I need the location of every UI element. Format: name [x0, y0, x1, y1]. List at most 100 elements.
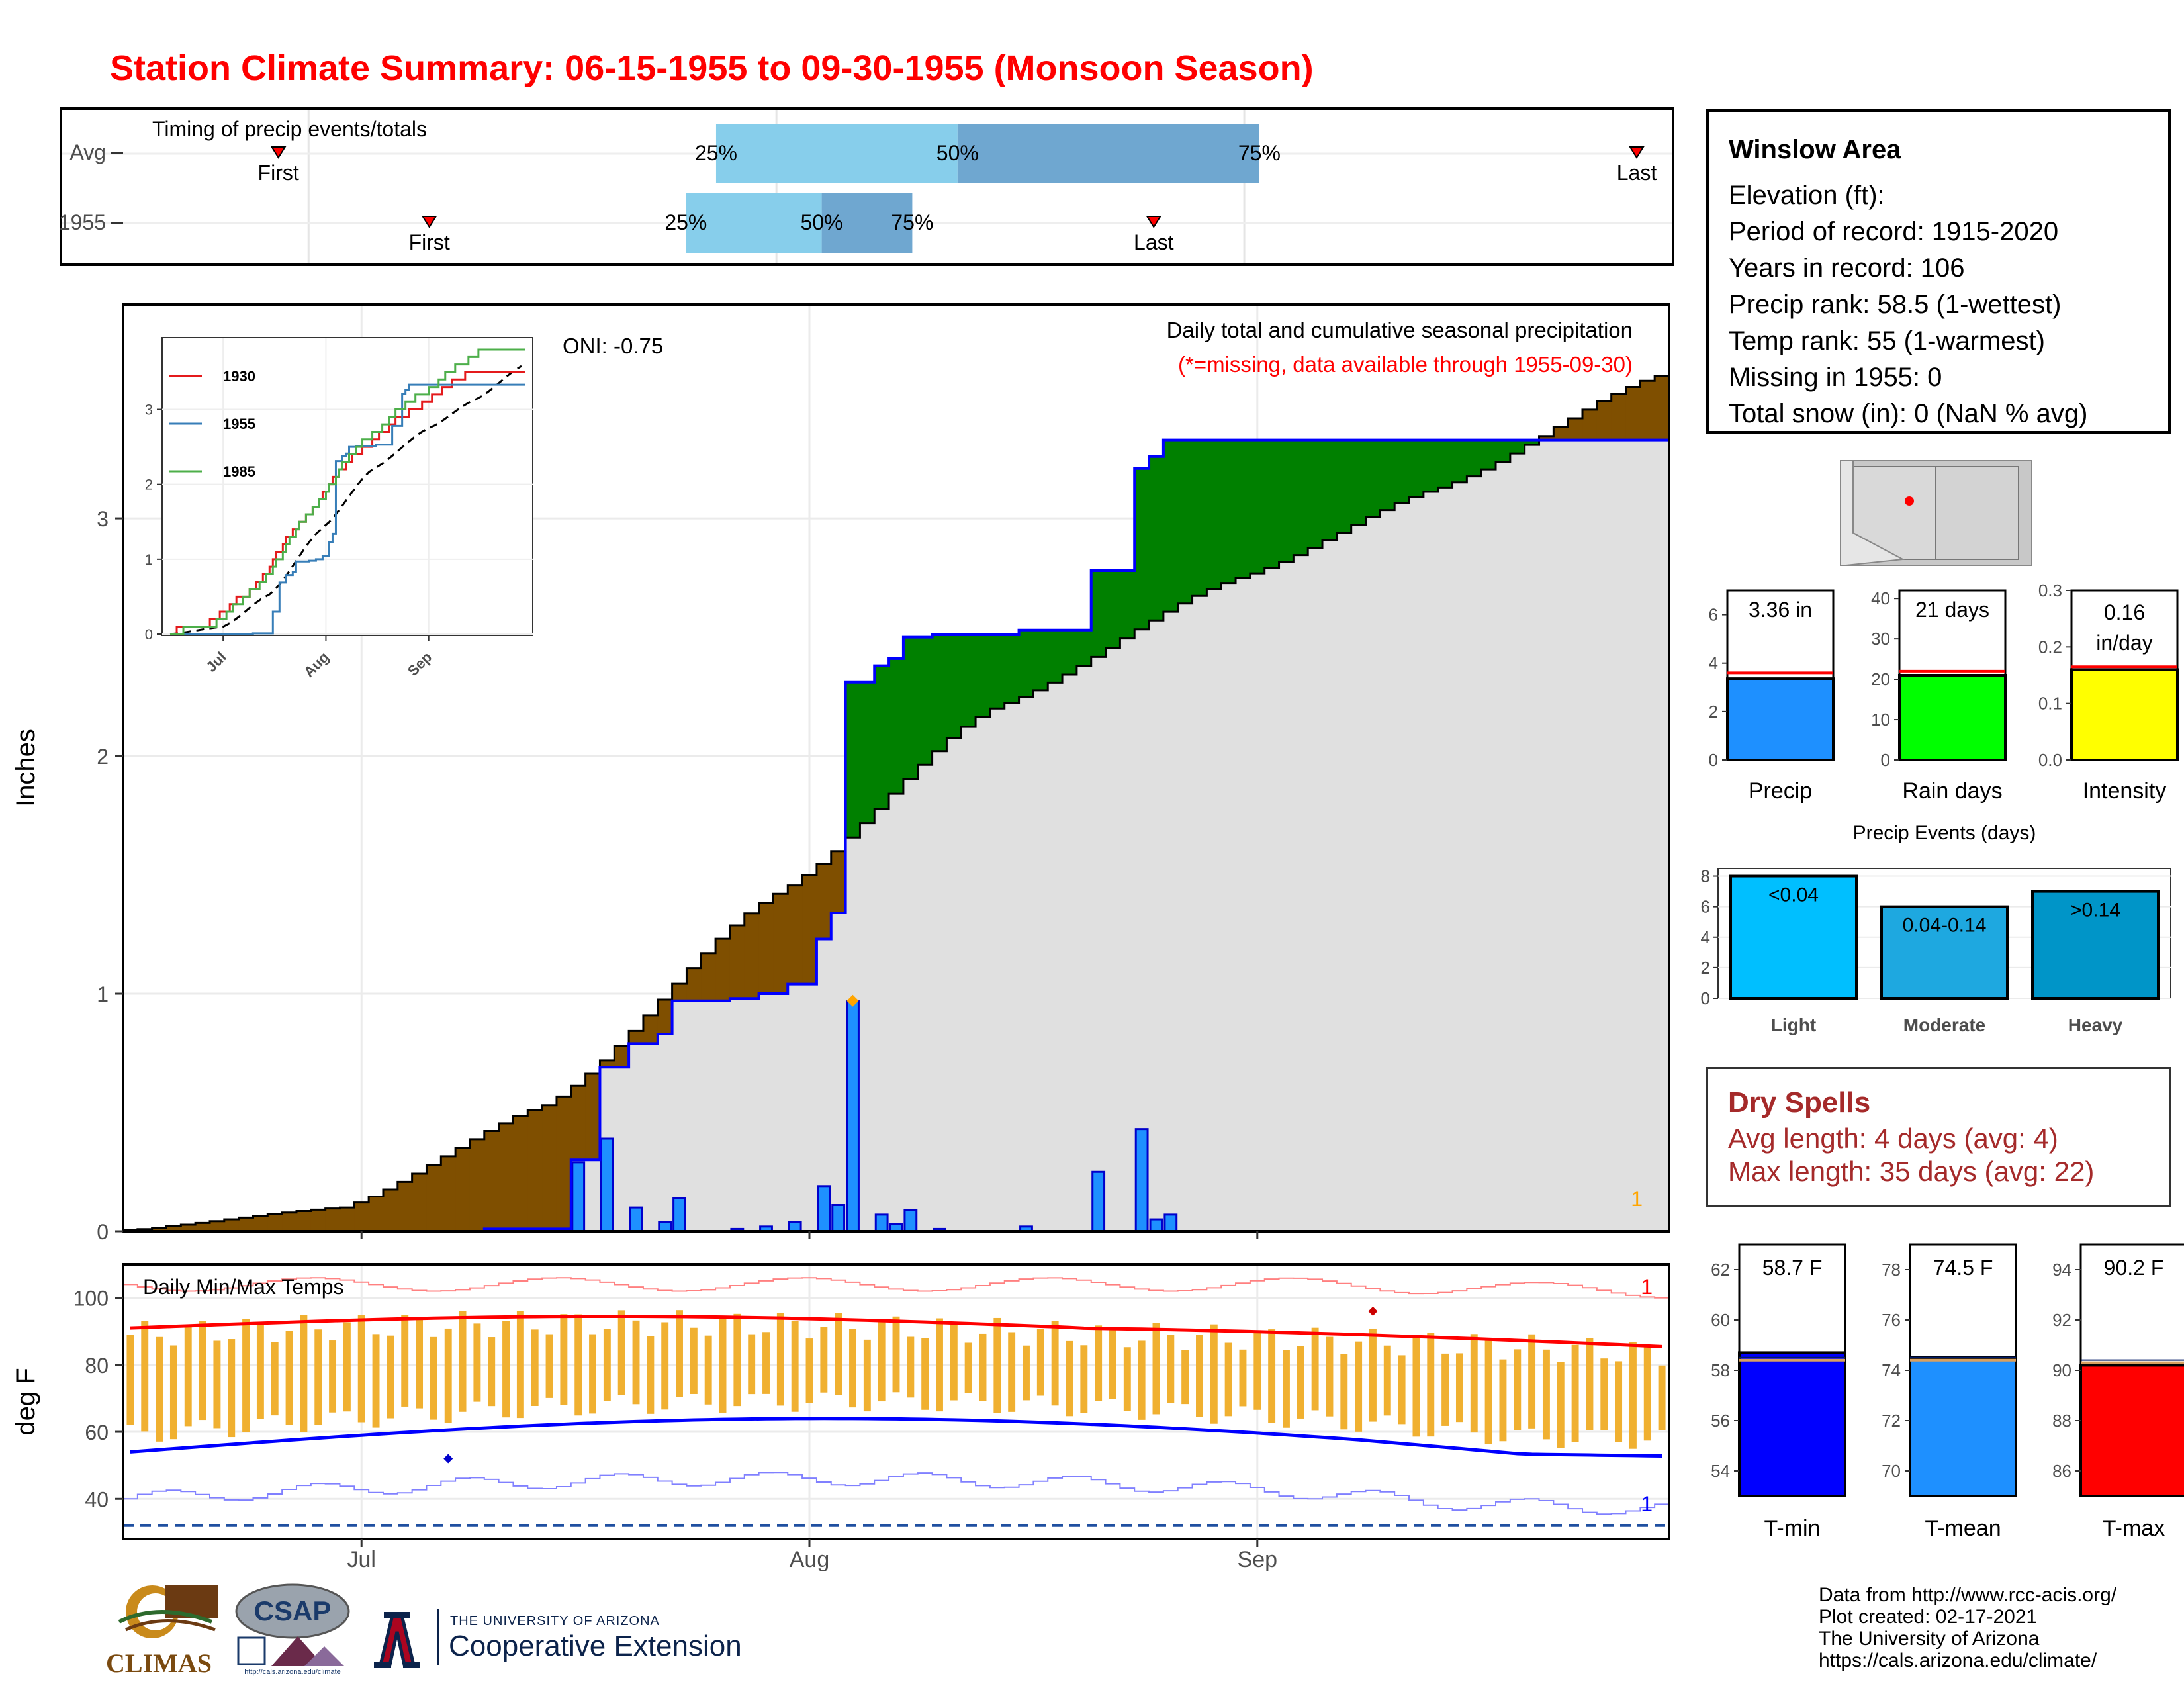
bar-y-tick-label-2-3: 0.3 [2038, 583, 2062, 600]
bar-value-1 [1898, 674, 2007, 761]
bar-y-tick-label-2-1: 88 [2052, 1411, 2071, 1430]
deficit-area-day-40 [701, 953, 716, 1001]
temp-panel: 40 60 80 100 Daily Min/Max Temps 1 1 deg F [0, 1258, 1674, 1602]
bar-value-0 [1738, 1351, 1846, 1497]
season-bars: 0 2 4 6 3.36 in Precip 0 10 20 30 40 21 days Rain da… [1681, 581, 2184, 808]
main-y-tick-label-2: 2 [97, 745, 109, 769]
locator-map [1839, 459, 2032, 567]
temp-daily-bar-5 [199, 1321, 206, 1421]
surplus-area-day-73 [1177, 440, 1193, 604]
temp-daily-bar-31 [574, 1314, 582, 1416]
precip-chart: 0 1 2 3 Inches Daily total and cumulative sea… [11, 303, 1670, 1244]
deficit-area-day-15 [340, 1207, 355, 1231]
deficit-area-day-22 [441, 1156, 456, 1231]
deficit-area-day-102 [1596, 401, 1612, 440]
surplus-area-day-56 [932, 634, 948, 751]
temp-daily-bar-16 [357, 1315, 365, 1423]
temp-daily-bar-98 [1542, 1349, 1550, 1440]
station-snow: Total snow (in): 0 (NaN % avg) [1729, 399, 2088, 428]
temp-record-max-line [123, 1277, 1669, 1299]
timing-quartile-low-0 [715, 124, 958, 183]
temp-bars: 54 56 58 60 62 58.7 F T-min 70 72 74 76 78 74.5 F T-m… [1681, 1231, 2184, 1575]
temp-daily-bar-60 [993, 1317, 1001, 1413]
temp-record-high-marker [1368, 1306, 1378, 1316]
temp-corner-label-bottom: 1 [1641, 1492, 1653, 1516]
inset-legend-label-1: 1955 [223, 416, 255, 432]
surplus-area-day-82 [1308, 440, 1323, 548]
station-dot [1905, 496, 1914, 506]
temp-daily-bar-71 [1152, 1323, 1160, 1415]
footer: Data from http://www.rcc-acis.org/ Plot … [1819, 1584, 2116, 1671]
inset-legend-label-0: 1930 [223, 368, 255, 385]
temp-daily-bar-53 [892, 1316, 900, 1393]
bar-y-tick-label-0-2: 4 [1709, 653, 1718, 673]
station-period: Period of record: 1915-2020 [1729, 217, 2059, 246]
temp-daily-bar-106 [1658, 1365, 1666, 1430]
surplus-area-day-76 [1221, 440, 1236, 583]
daily-precip-bar-8 [788, 1221, 802, 1233]
temp-daily-bar-82 [1311, 1327, 1319, 1411]
temp-daily-bar-12 [300, 1315, 308, 1432]
temp-daily-bar-89 [1412, 1336, 1420, 1437]
temp-daily-bar-15 [343, 1322, 351, 1412]
temp-daily-bar-35 [632, 1320, 640, 1405]
surplus-area-day-94 [1481, 440, 1496, 470]
surplus-area-day-78 [1250, 440, 1265, 574]
temp-daily-bar-99 [1557, 1362, 1565, 1448]
deficit-area-day-39 [686, 968, 702, 1001]
surplus-area-day-69 [1120, 571, 1135, 639]
bar-category-2: T-max [2103, 1516, 2165, 1541]
temp-daily-bar-1 [141, 1321, 149, 1432]
daily-precip-bar-4 [658, 1221, 672, 1233]
events-bar-2 [2031, 890, 2160, 1000]
temp-daily-bar-3 [169, 1345, 177, 1440]
events-category-2: Heavy [2068, 1015, 2123, 1035]
deficit-area-day-42 [729, 925, 745, 999]
deficit-area-day-47 [802, 875, 817, 984]
deficit-area-day-36 [643, 1015, 659, 1044]
events-bar-1 [1880, 905, 2009, 1000]
deficit-area-day-14 [325, 1208, 341, 1231]
deficit-area-day-7 [224, 1219, 240, 1231]
surplus-area-day-90 [1423, 440, 1439, 492]
temp-daily-bar-27 [516, 1311, 524, 1419]
temp-daily-bar-79 [1268, 1329, 1276, 1423]
timing-chart: Timing of precip events/totals 25% 50% 75% F… [60, 107, 1674, 266]
surplus-area-day-72 [1163, 440, 1179, 612]
temp-daily-bar-41 [719, 1316, 727, 1413]
ua-small-text: THE UNIVERSITY OF ARIZONA [450, 1614, 660, 1628]
bar-y-tick-label-0-3: 6 [1709, 605, 1718, 625]
inset-legend-label-2: 1985 [223, 463, 255, 480]
surplus-area-day-85 [1351, 440, 1367, 525]
bar-y-tick-label-1-1: 10 [1871, 710, 1890, 729]
temp-daily-bar-9 [256, 1324, 264, 1419]
main-chart-subtitle: (*=missing, data available through 1955-… [1178, 352, 1633, 377]
temp-daily-bar-67 [1095, 1325, 1103, 1401]
surplus-area-day-51 [860, 682, 875, 823]
daily-precip-bar-11 [846, 1000, 860, 1233]
temp-chart-title: Daily Min/Max Temps [143, 1275, 343, 1299]
bar-panel-t-mean: 70 72 74 76 78 74.5 F T-mean [1882, 1243, 2017, 1541]
deficit-area-day-99 [1553, 427, 1569, 440]
dry-spells-box: Dry Spells Avg length: 4 days (avg: 4) M… [1706, 1067, 2171, 1207]
timing-panel: Timing of precip events/totals 25% 50% 75% F… [60, 107, 1674, 266]
timing-quartile-high-0 [957, 124, 1259, 183]
temp-daily-bar-38 [676, 1310, 683, 1397]
daily-precip-bar-19 [1149, 1218, 1163, 1233]
locator-map-image [1839, 459, 2032, 567]
daily-precip-bar-18 [1134, 1128, 1149, 1233]
temp-daily-bar-21 [430, 1336, 437, 1420]
deficit-area-day-4 [181, 1224, 196, 1231]
inset-y-tick-label-1: 1 [145, 551, 153, 568]
bar-y-tick-label-2-1: 0.1 [2038, 694, 2062, 714]
timing-p25-0: 25% [695, 141, 737, 165]
temp-daily-bar-6 [213, 1340, 221, 1429]
bar-label-1: 21 days [1915, 598, 1989, 622]
temp-daily-bar-73 [1181, 1350, 1189, 1405]
bar-panel-t-min: 54 56 58 60 62 58.7 F T-min [1711, 1243, 1846, 1541]
temp-daily-bar-83 [1326, 1336, 1334, 1417]
temp-record-low-marker [443, 1454, 453, 1464]
timing-last-marker-1 [1146, 216, 1162, 228]
temp-daily-bar-17 [372, 1334, 380, 1428]
timing-first-marker-0 [270, 146, 287, 159]
